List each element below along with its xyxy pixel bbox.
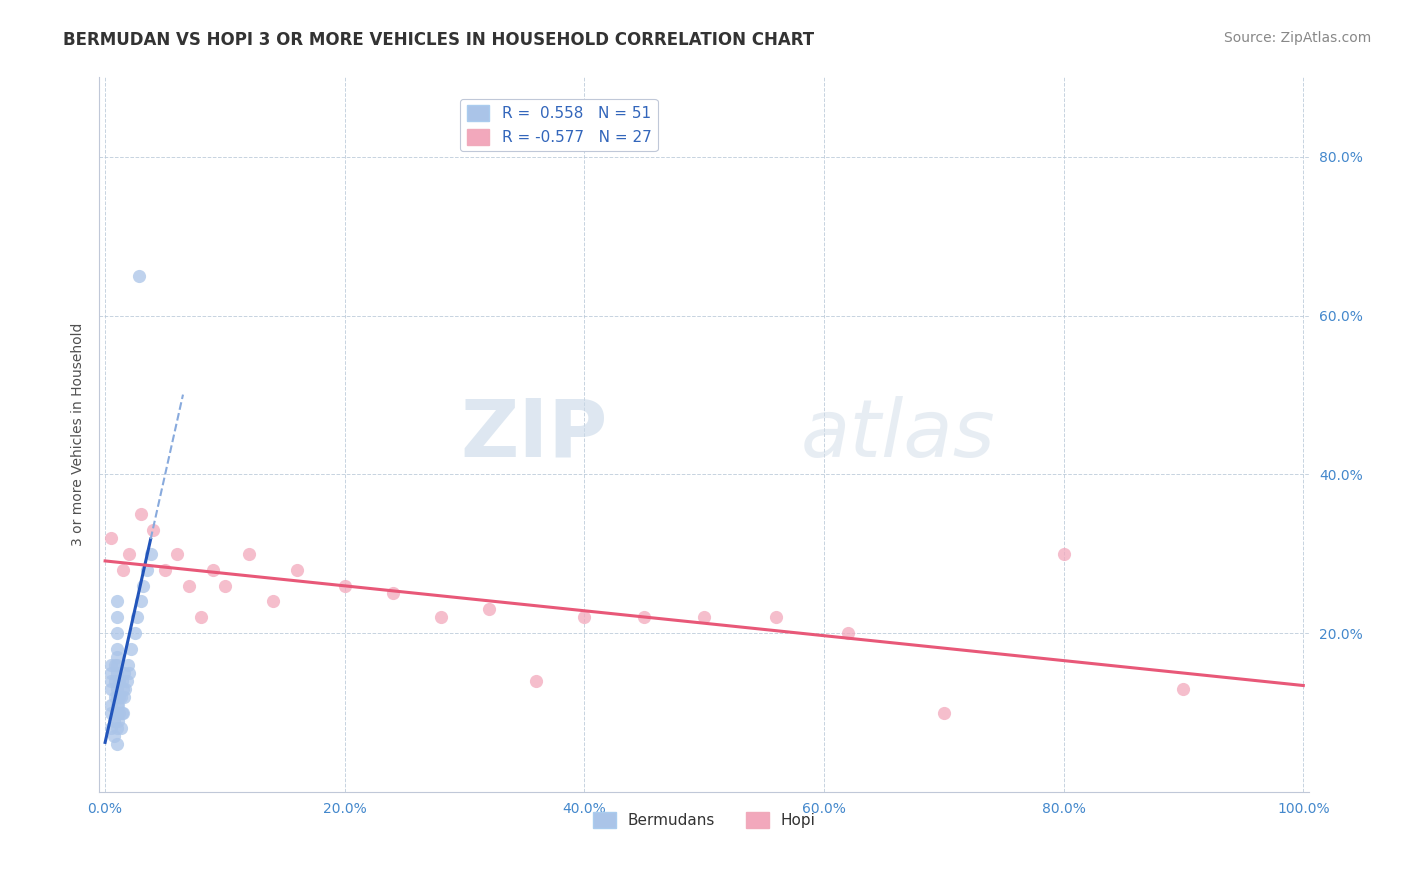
Point (166, 547, 188, 561)
Point (112, 563, 135, 577)
Point (105, 690, 128, 704)
Point (129, 594, 152, 608)
Point (1053, 547, 1076, 561)
Point (100, 681, 122, 696)
Point (117, 657, 139, 672)
Point (108, 673, 131, 688)
Point (100, 665, 122, 680)
Point (429, 610, 451, 624)
Point (693, 610, 716, 624)
Point (112, 681, 135, 696)
Point (129, 507, 152, 521)
Point (105, 642, 128, 657)
Point (333, 578, 356, 592)
Point (105, 706, 128, 720)
Text: ZIP: ZIP (460, 396, 607, 474)
Point (285, 563, 308, 577)
Point (112, 706, 135, 720)
Point (104, 690, 127, 704)
Point (153, 563, 176, 577)
Point (1173, 681, 1195, 696)
Point (132, 578, 155, 592)
Point (100, 722, 122, 736)
Point (262, 594, 284, 608)
Point (214, 578, 236, 592)
Point (105, 737, 128, 751)
Point (526, 673, 548, 688)
Point (127, 610, 149, 624)
Point (103, 714, 125, 728)
Point (104, 673, 127, 688)
Point (112, 665, 135, 680)
Point (118, 665, 141, 680)
Text: Source: ZipAtlas.com: Source: ZipAtlas.com (1223, 31, 1371, 45)
Point (100, 698, 122, 712)
Point (107, 698, 129, 712)
Point (110, 690, 132, 704)
Point (105, 594, 128, 608)
Point (574, 610, 596, 624)
Point (105, 650, 128, 665)
Point (111, 706, 134, 720)
Point (112, 690, 135, 704)
Point (104, 657, 127, 672)
Point (381, 586, 404, 600)
Legend: Bermudans, Hopi: Bermudans, Hopi (586, 806, 823, 834)
Point (105, 681, 128, 696)
Point (932, 706, 955, 720)
Point (190, 610, 212, 624)
Point (477, 602, 499, 616)
Point (100, 706, 122, 720)
Point (108, 706, 131, 720)
Point (837, 626, 859, 640)
Point (238, 547, 260, 561)
Point (105, 722, 128, 736)
Point (105, 657, 128, 672)
Point (201, 563, 224, 577)
Point (142, 523, 165, 537)
Point (100, 531, 122, 545)
Point (111, 673, 134, 688)
Point (118, 547, 141, 561)
Point (100, 657, 122, 672)
Point (136, 563, 159, 577)
Point (107, 714, 129, 728)
Point (121, 642, 143, 657)
Point (103, 730, 125, 744)
Text: BERMUDAN VS HOPI 3 OR MORE VEHICLES IN HOUSEHOLD CORRELATION CHART: BERMUDAN VS HOPI 3 OR MORE VEHICLES IN H… (63, 31, 814, 49)
Point (177, 578, 200, 592)
Point (105, 698, 128, 712)
Point (100, 673, 122, 688)
Point (128, 268, 150, 283)
Y-axis label: 3 or more Vehicles in Household: 3 or more Vehicles in Household (72, 323, 86, 547)
Point (105, 626, 128, 640)
Point (105, 610, 128, 624)
Point (104, 706, 127, 720)
Point (108, 690, 131, 704)
Point (765, 610, 787, 624)
Point (115, 673, 138, 688)
Point (105, 665, 128, 680)
Text: atlas: atlas (801, 396, 995, 474)
Point (124, 626, 146, 640)
Point (114, 681, 136, 696)
Point (633, 610, 655, 624)
Point (110, 722, 132, 736)
Point (139, 547, 162, 561)
